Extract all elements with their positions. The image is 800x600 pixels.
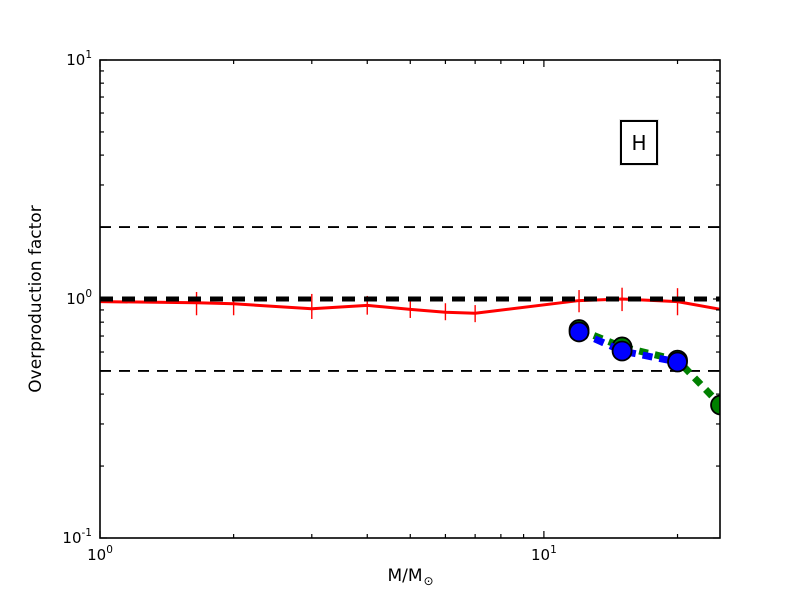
y-tick-label: 101 — [66, 49, 92, 69]
sun-symbol-icon: ⊙ — [423, 574, 434, 588]
y-tick-label: 10-1 — [62, 527, 92, 547]
annotation-box: H — [620, 120, 658, 165]
series-red-errorbars — [195, 287, 720, 323]
series-blue-markers — [568, 321, 688, 373]
x-axis-label: M/M⊙ — [387, 566, 434, 588]
series-green-markers — [568, 319, 720, 416]
x-tick-label: 100 — [87, 544, 113, 564]
axis-ticks — [99, 59, 720, 539]
x-axis-label-main: M/M — [387, 566, 423, 586]
y-tick-label: 100 — [66, 288, 92, 308]
annotation-text: H — [631, 130, 647, 155]
y-axis-label: Overproduction factor — [26, 205, 46, 393]
x-tick-label: 101 — [531, 544, 557, 564]
plot-area — [100, 226, 720, 416]
